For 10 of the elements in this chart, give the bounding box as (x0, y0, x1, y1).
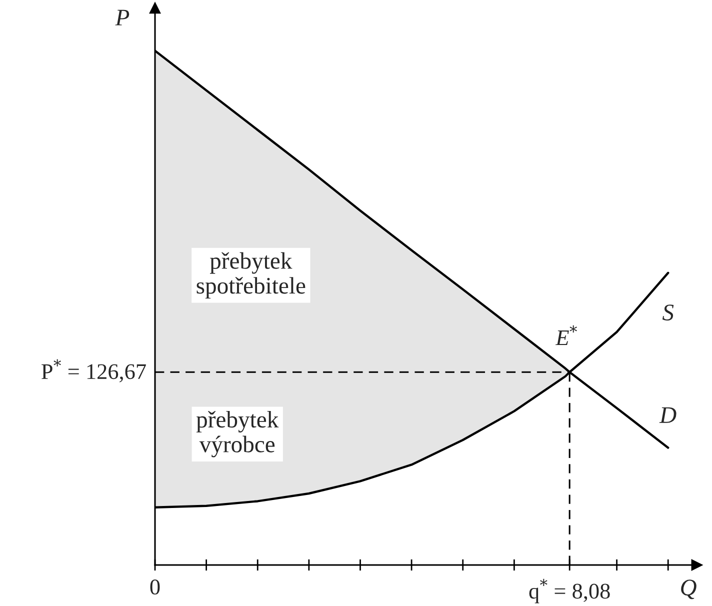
annotation: přebytek spotřebitele (196, 252, 306, 299)
x-tick-label: 0 (150, 580, 160, 594)
annotation: E$^{*}$ (555, 325, 577, 346)
series-label: D (659, 407, 676, 423)
annotation: přebytek výrobce (196, 410, 279, 458)
x-tick-label: q$^{*}$ = 8,08 (529, 578, 610, 604)
y-axis-title: P (115, 10, 130, 26)
x-axis-title: Q (681, 580, 696, 600)
series-label: S (662, 304, 674, 320)
text: P$^{*}$ = 126,67 (42, 359, 146, 382)
